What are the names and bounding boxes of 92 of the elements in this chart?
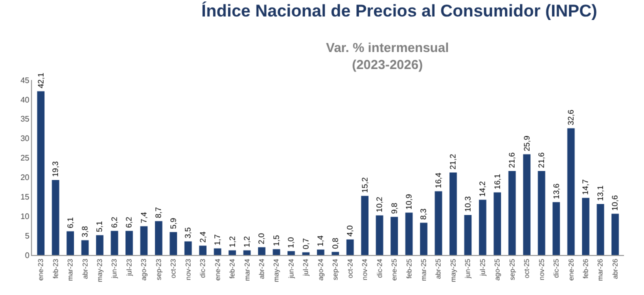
y-tick-label: 0 [24, 250, 30, 260]
bar [66, 231, 74, 255]
bar [346, 239, 354, 255]
data-label: 10,6 [610, 194, 620, 211]
bar [434, 191, 442, 255]
data-label: 21,2 [448, 153, 458, 170]
bar [37, 91, 45, 255]
data-label: 10,9 [404, 193, 414, 210]
data-label: 5,1 [95, 220, 104, 232]
y-tick-label: 5 [24, 231, 30, 240]
bar [52, 180, 60, 255]
bar [494, 192, 502, 255]
y-tick-label: 20 [20, 173, 30, 182]
data-label: 1,2 [242, 236, 252, 248]
y-tick-label: 10 [20, 212, 30, 221]
data-label: 16,1 [492, 173, 502, 190]
data-label: 19,3 [51, 160, 60, 177]
data-label: 14,2 [478, 180, 488, 197]
data-label: 25,9 [522, 135, 532, 152]
data-label: 6,2 [124, 216, 134, 228]
bar [449, 172, 457, 255]
data-label: 3,8 [80, 226, 90, 238]
data-label: 5,9 [168, 217, 178, 230]
bar [611, 214, 619, 255]
data-label: 15,2 [360, 176, 370, 193]
data-label: 1,4 [316, 234, 326, 247]
bar [170, 232, 178, 255]
bar [96, 235, 104, 255]
bar [184, 241, 192, 255]
data-label: 42,1 [36, 72, 46, 88]
bar [199, 246, 207, 255]
data-label: 14,7 [581, 178, 590, 195]
bar [361, 196, 368, 255]
y-tick-label: 35 [20, 114, 30, 124]
data-label: 8,7 [154, 206, 164, 218]
data-label: 1,5 [272, 234, 281, 246]
data-label: 1,7 [213, 234, 222, 246]
data-label: 13,1 [596, 184, 605, 202]
bar [302, 252, 310, 255]
bar [81, 240, 89, 255]
bar [154, 221, 162, 255]
chart-subtitle: Var. % intermensual (2023-2026) [326, 40, 449, 72]
data-label: 0,7 [301, 238, 310, 250]
bar [596, 204, 604, 255]
bar [214, 248, 222, 255]
data-label: 0,8 [330, 237, 340, 249]
data-label: 10,2 [375, 196, 384, 212]
bar [258, 247, 266, 255]
data-label: 21,6 [537, 152, 546, 168]
data-label: 32,6 [566, 109, 576, 126]
bar [508, 171, 516, 255]
data-label: 8,3 [419, 208, 428, 220]
data-label: 3,5 [184, 226, 193, 238]
bar [523, 154, 530, 255]
data-label: 13,6 [552, 182, 561, 200]
bar [110, 230, 118, 255]
data-label: 7,4 [139, 212, 148, 224]
data-label: 6,2 [110, 216, 119, 228]
data-label: 4,0 [346, 224, 355, 236]
y-tick-label: 25 [20, 154, 30, 163]
bar [478, 200, 486, 255]
bar [582, 198, 590, 255]
bar [538, 171, 546, 255]
bar [288, 251, 295, 255]
data-label: 2,4 [198, 231, 208, 243]
y-tick-label: 15 [20, 192, 30, 202]
y-tick-label: 45 [20, 76, 30, 85]
bar [552, 202, 560, 255]
data-label: 1,0 [286, 236, 296, 248]
bar [332, 252, 340, 255]
data-label: 2,0 [257, 232, 266, 244]
chart-title: Índice Nacional de Precios al Consumidor (INPC) [201, 0, 598, 20]
data-label: 6,1 [66, 216, 75, 228]
bar [390, 216, 398, 255]
data-label: 10,3 [463, 196, 472, 212]
bar [376, 215, 384, 255]
bar [420, 222, 428, 255]
data-label: 21,6 [508, 152, 517, 168]
data-label: 9,8 [390, 202, 399, 214]
bar [243, 250, 251, 255]
bar [316, 250, 324, 255]
bar [228, 250, 236, 255]
bar [126, 230, 133, 255]
bar [464, 214, 472, 255]
y-tick-label: 40 [20, 95, 30, 104]
bar [272, 249, 280, 255]
y-tick-label: 30 [20, 134, 30, 144]
bar [140, 226, 148, 255]
bar [405, 212, 413, 255]
data-label: 1,2 [228, 236, 237, 248]
data-label: 16,4 [434, 172, 443, 188]
bar [567, 128, 575, 255]
